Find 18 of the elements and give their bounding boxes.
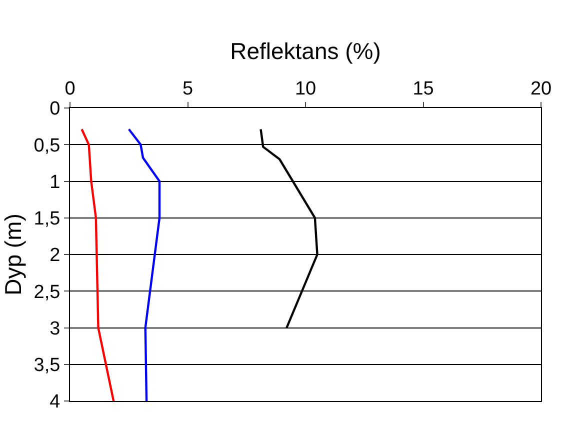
line-series <box>128 128 161 401</box>
x-axis-title: Reflektans (%) <box>230 38 381 64</box>
x-tick-label: 20 <box>530 78 552 100</box>
x-tick-label: 5 <box>182 78 194 100</box>
y-tick-label: 4 <box>50 392 61 413</box>
y-axis-title: Dyp (m) <box>0 214 26 296</box>
x-tick-label: 0 <box>64 78 76 100</box>
y-tick-label: 2,5 <box>34 282 60 303</box>
y-tick-label: 1 <box>50 172 60 193</box>
y-tick-label: 0 <box>50 98 60 120</box>
y-tick-label: 0,5 <box>34 135 60 156</box>
y-tick-label: 3 <box>50 318 60 340</box>
y-tick-label: 3,5 <box>34 355 60 376</box>
y-tick-label: 1,5 <box>34 208 60 230</box>
x-tick-label: 15 <box>412 78 434 100</box>
x-tick-label: 10 <box>294 78 316 100</box>
y-tick-label: 2 <box>50 245 60 266</box>
line-series <box>80 128 115 401</box>
